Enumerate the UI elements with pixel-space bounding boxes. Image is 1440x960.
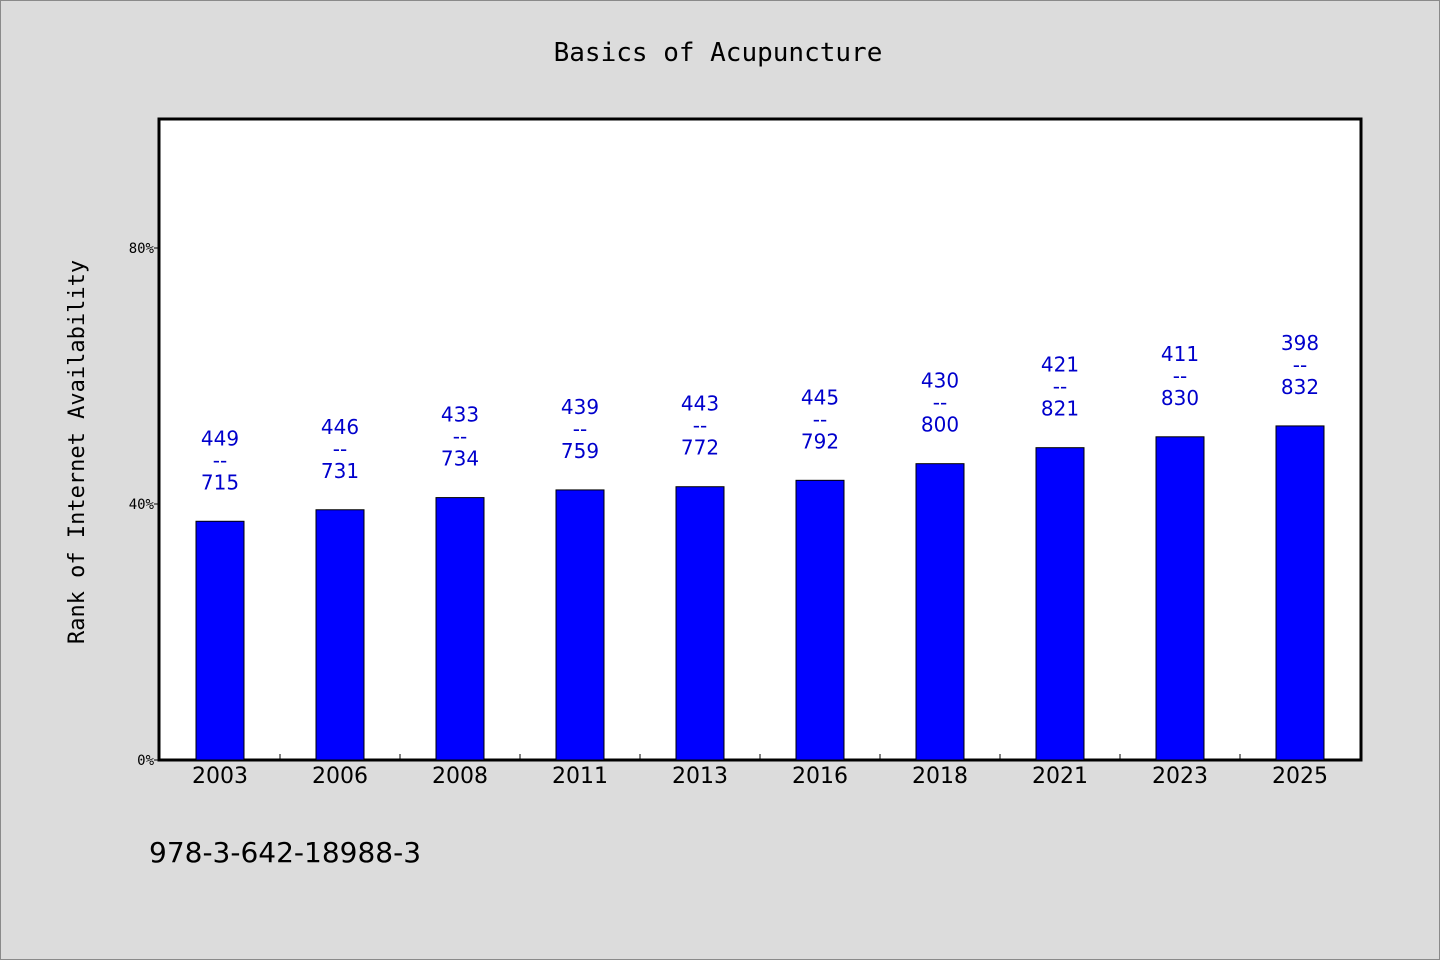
data-label-2023-0: 411 bbox=[1161, 342, 1199, 366]
chart-title: Basics of Acupuncture bbox=[554, 38, 883, 68]
data-label-2016-0: 445 bbox=[801, 385, 839, 409]
data-label-2011-0: 439 bbox=[561, 395, 599, 419]
x-axis: 2003 2006 2008 2011 2013 2016 2018 2021 2023 2025 bbox=[192, 754, 1328, 789]
data-label-2011-1: -- bbox=[573, 417, 587, 441]
y-tick-label: 80% bbox=[129, 241, 155, 257]
data-label-2021-1: -- bbox=[1053, 375, 1067, 399]
bar-2003 bbox=[195, 520, 245, 761]
x-tick-label-2016: 2016 bbox=[792, 764, 848, 789]
bars-group bbox=[195, 425, 1325, 761]
y-tick-label: 40% bbox=[129, 497, 155, 513]
y-axis: 0% 40% 80% bbox=[129, 241, 160, 769]
data-label-2003-0: 449 bbox=[201, 426, 239, 450]
data-label-2006-2: 731 bbox=[321, 459, 359, 483]
bar-2011 bbox=[555, 489, 605, 761]
x-tick-label-2006: 2006 bbox=[312, 764, 368, 789]
data-label-2018-0: 430 bbox=[921, 369, 959, 393]
x-tick-label-2008: 2008 bbox=[432, 764, 488, 789]
data-label-2013-2: 772 bbox=[681, 436, 719, 460]
y-axis-label: Rank of Internet Availability bbox=[65, 260, 90, 644]
data-label-2006-1: -- bbox=[333, 437, 347, 461]
data-label-2008-1: -- bbox=[453, 425, 467, 449]
x-tick-label-2011: 2011 bbox=[552, 764, 608, 789]
y-tick-label: 0% bbox=[137, 753, 154, 769]
x-tick-label-2021: 2021 bbox=[1032, 764, 1088, 789]
bar-2006 bbox=[315, 509, 365, 761]
data-label-2003-1: -- bbox=[213, 448, 227, 472]
data-label-2023-1: -- bbox=[1173, 364, 1187, 388]
data-label-2018-1: -- bbox=[933, 391, 947, 415]
x-tick-label-2013: 2013 bbox=[672, 764, 728, 789]
data-label-2008-0: 433 bbox=[441, 403, 479, 427]
x-tick-label-2018: 2018 bbox=[912, 764, 968, 789]
isbn-footnote: 978-3-642-18988-3 bbox=[149, 836, 421, 869]
data-label-2023-2: 830 bbox=[1161, 386, 1199, 410]
data-label-2006-0: 446 bbox=[321, 415, 359, 439]
data-label-2008-2: 734 bbox=[441, 447, 479, 471]
data-labels-group: 449--715446--731433--734439--759443--772… bbox=[201, 331, 1319, 494]
data-label-2013-0: 443 bbox=[681, 392, 719, 416]
data-label-2016-1: -- bbox=[813, 407, 827, 431]
bar-2023 bbox=[1155, 436, 1205, 761]
bar-2016 bbox=[795, 479, 845, 761]
x-tick-label-2003: 2003 bbox=[192, 764, 248, 789]
data-label-2021-2: 821 bbox=[1041, 397, 1079, 421]
data-label-2011-2: 759 bbox=[561, 439, 599, 463]
bar-2008 bbox=[435, 497, 485, 761]
bar-2018 bbox=[915, 463, 965, 761]
data-label-2003-2: 715 bbox=[201, 470, 239, 494]
data-label-2021-0: 421 bbox=[1041, 353, 1079, 377]
data-label-2025-1: -- bbox=[1293, 353, 1307, 377]
data-label-2025-2: 832 bbox=[1281, 375, 1319, 399]
x-tick-label-2025: 2025 bbox=[1272, 764, 1328, 789]
bar-2013 bbox=[675, 486, 725, 761]
x-tick-label-2023: 2023 bbox=[1152, 764, 1208, 789]
data-label-2013-1: -- bbox=[693, 414, 707, 438]
bar-2021 bbox=[1035, 447, 1085, 761]
bar-2025 bbox=[1275, 425, 1325, 761]
data-label-2016-2: 792 bbox=[801, 429, 839, 453]
data-label-2025-0: 398 bbox=[1281, 331, 1319, 355]
data-label-2018-2: 800 bbox=[921, 413, 959, 437]
